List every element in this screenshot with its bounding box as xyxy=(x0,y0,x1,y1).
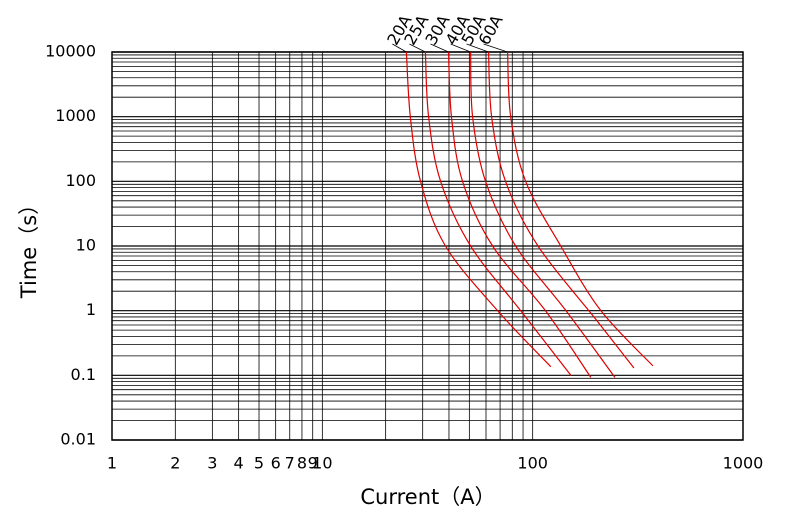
x-tick-label: 1 xyxy=(107,454,117,473)
x-tick-label: 6 xyxy=(271,454,281,473)
y-tick-label: 0.1 xyxy=(71,365,96,384)
leader-line xyxy=(450,43,471,53)
curve xyxy=(447,51,592,378)
curve xyxy=(405,51,552,368)
x-tick-label: 1000 xyxy=(723,454,764,473)
x-tick-label: 4 xyxy=(234,454,244,473)
leader-line xyxy=(392,43,407,53)
curve xyxy=(487,51,635,369)
x-tick-label: 8 xyxy=(297,454,307,473)
x-tick-label: 100 xyxy=(517,454,548,473)
leader-line xyxy=(409,43,426,53)
leader-line xyxy=(483,43,508,53)
x-tick-label: 9 xyxy=(308,454,318,473)
y-tick-label: 1 xyxy=(86,300,96,319)
y-tick-label: 100 xyxy=(65,171,96,190)
x-tick-label: 2 xyxy=(170,454,180,473)
leader-line xyxy=(430,43,449,53)
x-tick-label: 7 xyxy=(285,454,295,473)
y-tick-label: 1000 xyxy=(55,106,96,125)
y-tick-label: 10 xyxy=(76,236,96,255)
plot-frame xyxy=(111,51,744,441)
y-axis-label: Time（s） xyxy=(17,194,41,299)
curve xyxy=(506,51,654,367)
x-tick-label: 10 xyxy=(312,454,332,473)
curve xyxy=(470,51,616,378)
curve xyxy=(424,51,572,376)
leader-line xyxy=(466,43,489,53)
y-tick-label: 10000 xyxy=(45,42,96,61)
y-tick-label: 0.01 xyxy=(60,430,96,449)
x-tick-label: 3 xyxy=(207,454,217,473)
x-axis-label: Current（A） xyxy=(360,485,495,509)
x-tick-label: 5 xyxy=(254,454,264,473)
